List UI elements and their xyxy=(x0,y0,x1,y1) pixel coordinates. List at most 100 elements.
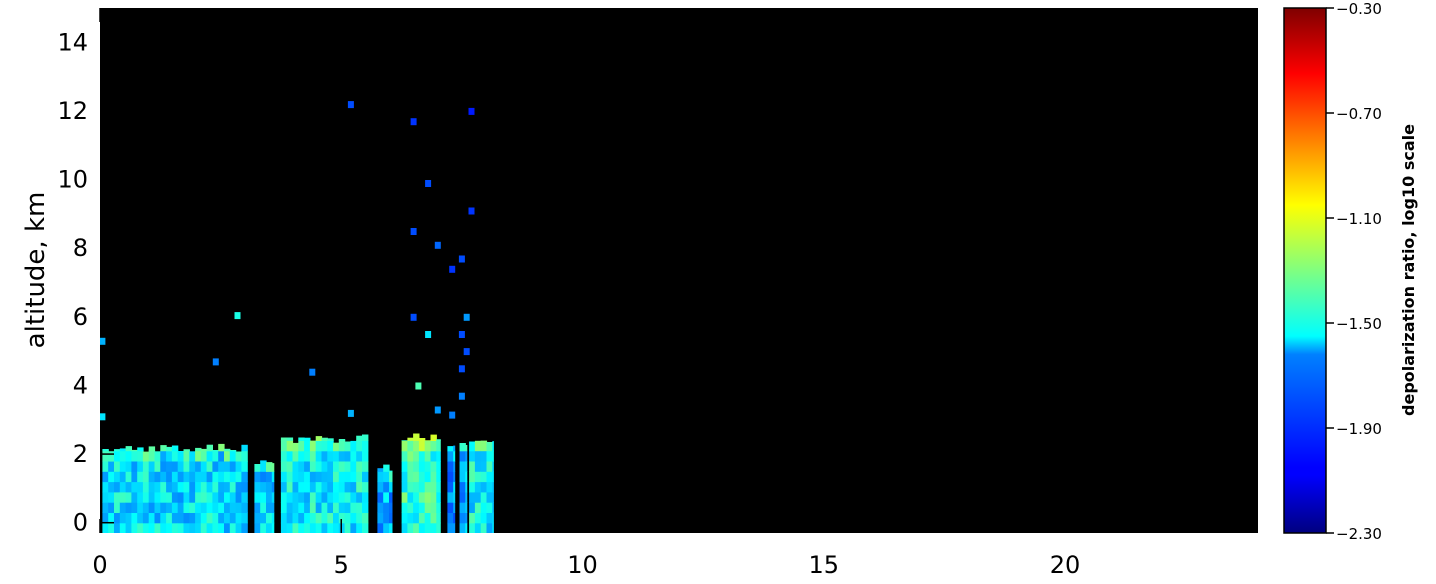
heat-cell xyxy=(212,450,219,452)
speckle xyxy=(415,382,422,390)
heat-cell xyxy=(160,460,167,472)
heat-cell xyxy=(131,502,138,513)
heat-cell xyxy=(166,460,173,472)
heat-cell xyxy=(436,471,441,483)
heat-cell xyxy=(102,512,109,524)
heat-cell xyxy=(241,491,248,503)
heat-cell xyxy=(469,441,476,452)
heat-cell xyxy=(453,512,456,524)
speckle xyxy=(463,348,470,356)
heat-cell xyxy=(200,448,208,452)
heat-cell xyxy=(309,522,317,533)
heat-cell xyxy=(389,491,393,503)
x-axis: 0 5 10 15 20 xyxy=(92,8,1080,579)
speckle xyxy=(100,413,106,421)
cloud-column xyxy=(254,460,275,533)
heat-cell xyxy=(108,481,115,493)
heat-cell xyxy=(125,481,132,493)
heat-cell xyxy=(177,502,185,513)
heat-cell xyxy=(183,491,190,503)
heat-cell xyxy=(418,512,426,524)
heat-cell xyxy=(212,512,219,524)
heat-cell xyxy=(160,450,167,462)
heat-cell xyxy=(480,512,488,524)
heat-cell xyxy=(486,450,493,462)
heat-cell xyxy=(171,522,179,533)
heat-cell xyxy=(131,512,138,524)
heat-cell xyxy=(189,502,196,513)
heat-cell xyxy=(418,450,426,462)
heat-cell xyxy=(430,471,437,483)
heat-cell xyxy=(350,471,357,483)
heat-cell xyxy=(321,437,328,441)
heat-cell xyxy=(125,491,132,503)
heat-cell xyxy=(407,440,414,452)
heat-cell xyxy=(131,449,138,452)
heat-cell xyxy=(200,481,208,493)
heat-cell xyxy=(260,460,267,462)
heat-cell xyxy=(309,481,317,493)
heat-cell xyxy=(292,481,299,493)
heat-cell xyxy=(447,450,454,462)
heat-cell xyxy=(254,502,261,513)
heat-cell xyxy=(206,512,213,524)
heat-cell xyxy=(407,460,414,472)
heat-cell xyxy=(280,481,288,493)
x-tick-label: 0 xyxy=(92,551,107,579)
heat-cell xyxy=(154,491,161,503)
heat-cell xyxy=(492,491,494,503)
heat-cell xyxy=(131,481,138,493)
heat-cell xyxy=(266,522,273,533)
heat-cell xyxy=(469,450,476,462)
heat-cell xyxy=(171,481,179,493)
heat-cell xyxy=(362,502,369,513)
heat-cell xyxy=(383,491,390,503)
heat-cell xyxy=(413,522,420,533)
x-tick-label: 15 xyxy=(808,551,839,579)
heat-cell xyxy=(407,502,414,513)
heat-cell xyxy=(389,522,393,533)
heat-cell xyxy=(183,522,190,533)
heat-cell xyxy=(266,512,273,524)
speckle xyxy=(100,337,106,345)
heat-cell xyxy=(280,502,288,513)
heat-cell xyxy=(309,502,317,513)
heat-cell xyxy=(195,447,202,452)
heat-cell xyxy=(142,512,150,524)
heat-cell xyxy=(183,512,190,524)
speckle xyxy=(410,313,417,321)
heat-cell xyxy=(131,471,138,483)
heat-cell xyxy=(333,442,340,452)
speckle xyxy=(309,368,316,376)
heat-cell xyxy=(377,468,384,472)
heat-cell xyxy=(260,522,267,533)
heat-cell xyxy=(436,450,441,462)
heat-cell xyxy=(177,522,185,533)
heat-cell xyxy=(447,491,454,503)
heat-cell xyxy=(200,450,208,462)
heat-cell xyxy=(212,450,219,462)
heat-cell xyxy=(459,460,466,472)
heat-cell xyxy=(206,502,213,513)
heat-cell xyxy=(177,471,185,483)
heat-cell xyxy=(350,491,357,503)
heat-cell xyxy=(486,491,493,503)
heat-cell xyxy=(280,512,288,524)
heat-cell xyxy=(119,522,127,533)
heat-cell xyxy=(401,471,408,483)
heat-cell xyxy=(131,460,138,472)
heat-cell xyxy=(298,471,305,483)
heat-cell xyxy=(356,435,363,441)
heat-cell xyxy=(137,471,144,483)
heat-cell xyxy=(315,460,323,472)
heat-cell xyxy=(321,450,328,462)
heat-cell xyxy=(166,522,173,533)
heat-cell xyxy=(459,450,466,462)
heat-cell xyxy=(321,471,328,483)
speckle xyxy=(410,118,417,126)
heat-cell xyxy=(469,491,476,503)
heat-cell xyxy=(315,512,323,524)
heat-cell xyxy=(137,447,144,452)
heat-cell xyxy=(195,471,202,483)
heat-cell xyxy=(137,502,144,513)
